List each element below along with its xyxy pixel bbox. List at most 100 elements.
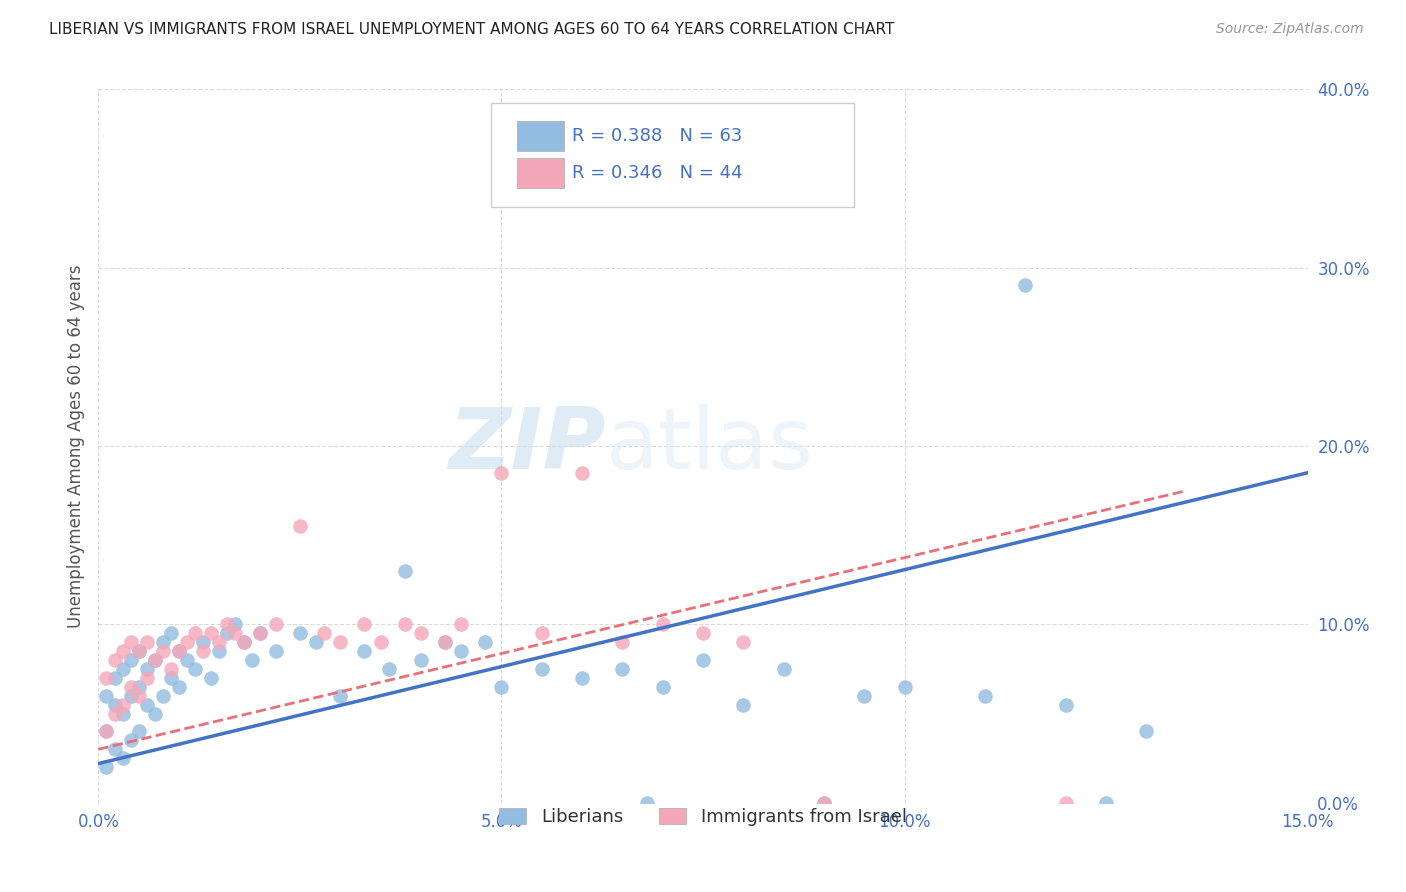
Point [232, 635, 254, 649]
Point [193, 644, 215, 658]
Point [96, 671, 118, 685]
FancyBboxPatch shape [517, 159, 564, 188]
Point [152, 635, 174, 649]
Point [224, 617, 246, 632]
Text: Source: ZipAtlas.com: Source: ZipAtlas.com [1216, 22, 1364, 37]
Text: R = 0.388   N = 63: R = 0.388 N = 63 [572, 128, 742, 145]
Point [200, 671, 222, 685]
Point [853, 689, 876, 703]
Point [200, 626, 222, 640]
Point [612, 662, 634, 676]
Point [409, 653, 432, 667]
Point [288, 519, 311, 533]
Point [103, 698, 125, 712]
Point [314, 626, 336, 640]
Point [249, 626, 271, 640]
Point [120, 733, 142, 747]
Point [353, 617, 375, 632]
Point [692, 653, 714, 667]
Point [434, 635, 457, 649]
Point [120, 689, 142, 703]
Point [111, 698, 134, 712]
Point [224, 626, 246, 640]
Point [111, 751, 134, 765]
Point [474, 635, 496, 649]
Point [111, 644, 134, 658]
Point [167, 680, 190, 694]
Point [530, 662, 553, 676]
Point [353, 644, 375, 658]
Point [143, 653, 166, 667]
Point [103, 671, 125, 685]
Point [733, 635, 755, 649]
Point [264, 644, 287, 658]
Point [208, 644, 231, 658]
Point [636, 796, 658, 810]
Point [974, 689, 997, 703]
Point [651, 617, 673, 632]
Point [232, 635, 254, 649]
Point [120, 653, 142, 667]
Point [813, 796, 835, 810]
Point [208, 635, 231, 649]
Point [450, 644, 472, 658]
Text: LIBERIAN VS IMMIGRANTS FROM ISRAEL UNEMPLOYMENT AMONG AGES 60 TO 64 YEARS CORREL: LIBERIAN VS IMMIGRANTS FROM ISRAEL UNEMP… [49, 22, 894, 37]
Point [135, 662, 157, 676]
Text: ZIP: ZIP [449, 404, 606, 488]
Point [264, 617, 287, 632]
Point [612, 635, 634, 649]
Point [160, 662, 183, 676]
Point [240, 653, 263, 667]
Point [1014, 278, 1036, 293]
Point [128, 644, 150, 658]
Point [128, 724, 150, 739]
Point [249, 626, 271, 640]
Point [152, 689, 174, 703]
Point [167, 644, 190, 658]
Point [96, 689, 118, 703]
Legend: Liberians, Immigrants from Israel: Liberians, Immigrants from Israel [492, 800, 914, 833]
Point [176, 653, 198, 667]
Point [1054, 698, 1077, 712]
Point [128, 680, 150, 694]
Point [217, 617, 239, 632]
Point [530, 626, 553, 640]
Point [184, 662, 207, 676]
Point [329, 689, 352, 703]
Point [288, 626, 311, 640]
Point [103, 706, 125, 721]
Point [329, 635, 352, 649]
Point [772, 662, 794, 676]
Point [96, 724, 118, 739]
Point [143, 706, 166, 721]
Point [96, 724, 118, 739]
Point [813, 796, 835, 810]
Text: R = 0.346   N = 44: R = 0.346 N = 44 [572, 164, 742, 182]
Point [128, 644, 150, 658]
Point [160, 626, 183, 640]
Point [370, 635, 392, 649]
Point [120, 680, 142, 694]
Point [176, 635, 198, 649]
Point [128, 689, 150, 703]
Point [135, 635, 157, 649]
Point [394, 617, 416, 632]
Point [491, 466, 513, 480]
Point [571, 466, 593, 480]
Point [1135, 724, 1157, 739]
Point [651, 680, 673, 694]
Point [692, 626, 714, 640]
Text: atlas: atlas [606, 404, 814, 488]
Point [434, 635, 457, 649]
Point [1054, 796, 1077, 810]
Point [394, 564, 416, 578]
FancyBboxPatch shape [517, 121, 564, 152]
Point [184, 626, 207, 640]
Point [120, 635, 142, 649]
Point [103, 742, 125, 756]
Point [152, 644, 174, 658]
Point [571, 671, 593, 685]
Point [217, 626, 239, 640]
Point [135, 698, 157, 712]
Point [450, 617, 472, 632]
